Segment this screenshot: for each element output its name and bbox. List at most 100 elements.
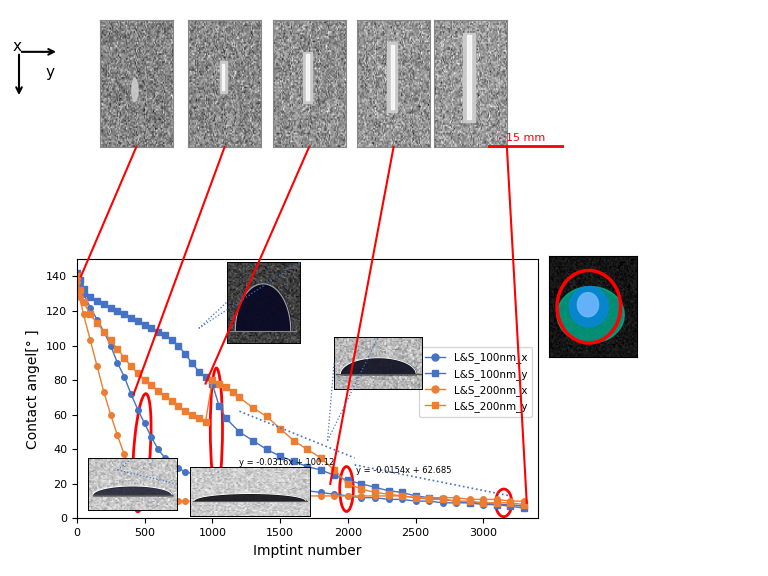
Polygon shape bbox=[569, 287, 608, 327]
L&S_100nm_y bbox=[133, 318, 142, 325]
L&S_100nm_x bbox=[113, 359, 122, 366]
L&S_100nm_x bbox=[248, 480, 257, 487]
L&S_200nm_x bbox=[478, 496, 488, 503]
L&S_100nm_x bbox=[316, 489, 326, 496]
L&S_200nm_x bbox=[384, 492, 393, 499]
L&S_100nm_y bbox=[289, 458, 298, 465]
L&S_100nm_y bbox=[425, 494, 434, 501]
L&S_200nm_y bbox=[99, 328, 108, 335]
L&S_200nm_x bbox=[316, 492, 326, 499]
L&S_200nm_x bbox=[174, 498, 183, 505]
L&S_100nm_y bbox=[384, 487, 393, 494]
L&S_200nm_y bbox=[154, 387, 163, 394]
L&S_100nm_y bbox=[343, 477, 353, 484]
L&S_200nm_y bbox=[316, 454, 326, 461]
L&S_200nm_y bbox=[465, 498, 475, 505]
L&S_200nm_y bbox=[187, 411, 197, 418]
L&S_200nm_y bbox=[506, 499, 515, 506]
L&S_200nm_x bbox=[167, 498, 177, 505]
L&S_100nm_y bbox=[174, 342, 183, 349]
L&S_200nm_y bbox=[180, 408, 190, 415]
L&S_200nm_y bbox=[398, 492, 407, 499]
L&S_100nm_y bbox=[221, 415, 230, 422]
L&S_200nm_x bbox=[425, 494, 434, 501]
L&S_100nm_y bbox=[303, 463, 312, 470]
L&S_200nm_x bbox=[276, 492, 285, 499]
L&S_100nm_x bbox=[370, 494, 379, 501]
L&S_200nm_x bbox=[492, 496, 502, 503]
Line: L&S_100nm_y: L&S_100nm_y bbox=[74, 270, 527, 511]
L&S_200nm_x bbox=[161, 498, 170, 505]
L&S_100nm_x bbox=[106, 342, 115, 349]
L&S_100nm_x bbox=[357, 494, 366, 501]
Text: x: x bbox=[12, 39, 22, 54]
L&S_100nm_y bbox=[154, 328, 163, 335]
L&S_200nm_y bbox=[92, 320, 101, 327]
L&S_200nm_x bbox=[180, 498, 190, 505]
L&S_100nm_y bbox=[276, 453, 285, 460]
L&S_100nm_y bbox=[194, 368, 204, 375]
L&S_200nm_y bbox=[221, 384, 230, 391]
L&S_100nm_x bbox=[180, 468, 190, 475]
L&S_100nm_y bbox=[127, 314, 136, 321]
Polygon shape bbox=[132, 78, 137, 101]
L&S_100nm_y bbox=[180, 351, 190, 358]
Legend: L&S_100nm_x, L&S_100nm_y, L&S_200nm_x, L&S_200nm_y: L&S_100nm_x, L&S_100nm_y, L&S_200nm_x, L… bbox=[419, 347, 532, 417]
L&S_200nm_y bbox=[161, 392, 170, 399]
L&S_100nm_x bbox=[276, 484, 285, 491]
L&S_200nm_y bbox=[127, 363, 136, 370]
L&S_200nm_x bbox=[506, 498, 515, 505]
Text: y = -0.0154x + 62.685: y = -0.0154x + 62.685 bbox=[356, 467, 452, 475]
L&S_200nm_y bbox=[438, 496, 447, 503]
L&S_100nm_y bbox=[465, 499, 475, 506]
L&S_100nm_x bbox=[194, 472, 204, 479]
Text: y = -0.0316x + 100.12: y = -0.0316x + 100.12 bbox=[240, 458, 335, 467]
L&S_200nm_x bbox=[343, 492, 353, 499]
L&S_100nm_x bbox=[492, 501, 502, 508]
L&S_100nm_x bbox=[519, 503, 528, 510]
L&S_100nm_x bbox=[289, 486, 298, 492]
L&S_100nm_x bbox=[75, 282, 84, 289]
L&S_200nm_x bbox=[207, 498, 217, 505]
L&S_200nm_x bbox=[370, 492, 379, 499]
L&S_100nm_y bbox=[478, 499, 488, 506]
L&S_200nm_y bbox=[303, 446, 312, 453]
L&S_200nm_x bbox=[262, 492, 271, 499]
L&S_200nm_x bbox=[154, 496, 163, 503]
L&S_100nm_x bbox=[92, 316, 101, 323]
Text: 15 mm: 15 mm bbox=[506, 133, 546, 143]
L&S_200nm_y bbox=[106, 337, 115, 344]
L&S_100nm_x bbox=[207, 470, 217, 477]
L&S_200nm_y bbox=[452, 498, 461, 505]
L&S_200nm_x bbox=[86, 337, 95, 344]
L&S_100nm_y bbox=[106, 304, 115, 311]
L&S_100nm_x bbox=[262, 482, 271, 489]
L&S_100nm_x bbox=[221, 473, 230, 480]
L&S_100nm_x bbox=[384, 496, 393, 503]
L&S_200nm_x bbox=[92, 363, 101, 370]
L&S_200nm_y bbox=[86, 311, 95, 318]
Polygon shape bbox=[578, 293, 598, 317]
L&S_200nm_y bbox=[147, 382, 156, 389]
Line: L&S_200nm_x: L&S_200nm_x bbox=[74, 279, 527, 504]
L&S_100nm_y bbox=[92, 297, 101, 304]
L&S_200nm_x bbox=[72, 278, 81, 285]
L&S_100nm_x bbox=[161, 454, 170, 461]
L&S_100nm_y bbox=[411, 492, 420, 499]
L&S_200nm_y bbox=[370, 489, 379, 496]
L&S_200nm_y bbox=[120, 354, 129, 361]
X-axis label: Imptint number: Imptint number bbox=[253, 544, 362, 558]
L&S_200nm_x bbox=[140, 491, 149, 498]
L&S_100nm_x bbox=[398, 496, 407, 503]
L&S_200nm_x bbox=[235, 494, 244, 501]
L&S_100nm_x bbox=[329, 491, 339, 498]
L&S_100nm_y bbox=[201, 373, 210, 380]
L&S_100nm_x bbox=[343, 492, 353, 499]
L&S_100nm_y bbox=[262, 446, 271, 453]
L&S_200nm_x bbox=[194, 498, 204, 505]
L&S_200nm_x bbox=[127, 467, 136, 473]
L&S_100nm_y bbox=[113, 308, 122, 314]
L&S_200nm_x bbox=[329, 492, 339, 499]
L&S_200nm_x bbox=[120, 451, 129, 458]
L&S_200nm_x bbox=[79, 311, 88, 318]
